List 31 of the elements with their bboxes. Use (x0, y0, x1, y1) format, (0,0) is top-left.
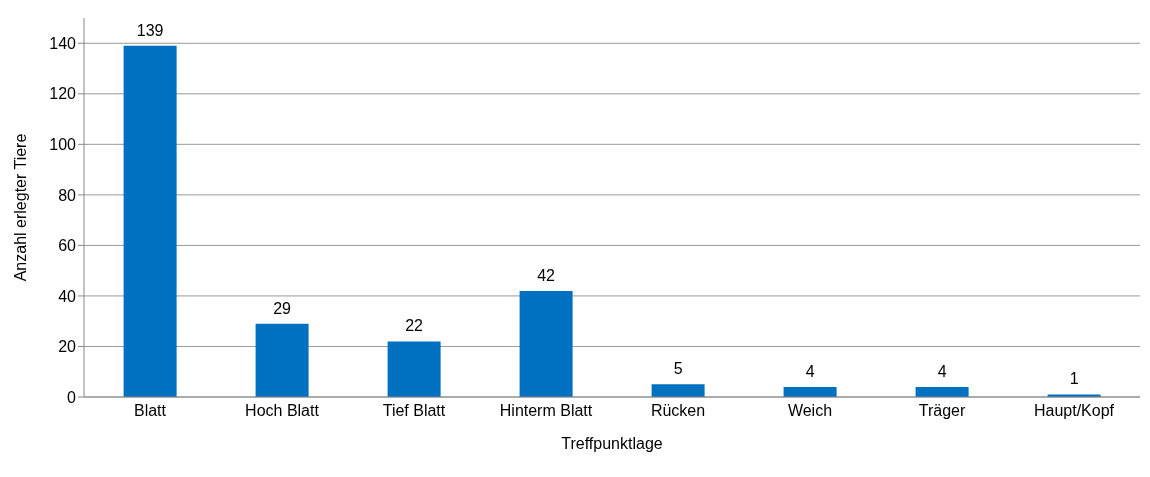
data-label: 5 (673, 360, 683, 378)
bar (387, 341, 441, 397)
data-label: 4 (805, 362, 815, 380)
bar (255, 323, 309, 397)
y-tick-label: 40 (58, 287, 77, 305)
data-label: 4 (937, 362, 947, 380)
x-tick-label: Tief Blatt (382, 402, 446, 420)
y-tick-label: 100 (49, 136, 77, 154)
y-tick-label: 60 (58, 237, 77, 255)
data-label: 1 (1069, 370, 1079, 388)
y-tick-label: 0 (67, 388, 77, 406)
x-tick-label: Rücken (650, 402, 706, 420)
x-tick-label: Blatt (133, 402, 167, 420)
data-label: 29 (273, 299, 292, 317)
x-tick-label: Hoch Blatt (245, 402, 320, 420)
y-tick-label: 80 (58, 186, 77, 204)
bar (651, 384, 705, 397)
data-label: 22 (405, 317, 424, 335)
y-tick-label: 140 (49, 34, 77, 52)
x-tick-label: Träger (918, 402, 966, 420)
y-axis-title: Anzahl erlegter Tiere (11, 133, 29, 282)
data-label: 42 (537, 266, 556, 284)
data-label: 139 (136, 21, 164, 39)
x-tick-label: Haupt/Kopf (1033, 402, 1115, 420)
bar (519, 290, 573, 397)
x-tick-label: Hinterm Blatt (499, 402, 593, 420)
y-tick-label: 120 (49, 85, 77, 103)
bar (123, 45, 177, 397)
x-axis-title: Treffpunktlage (561, 435, 663, 452)
x-tick-label: Weich (787, 402, 833, 420)
y-tick-label: 20 (58, 338, 77, 356)
